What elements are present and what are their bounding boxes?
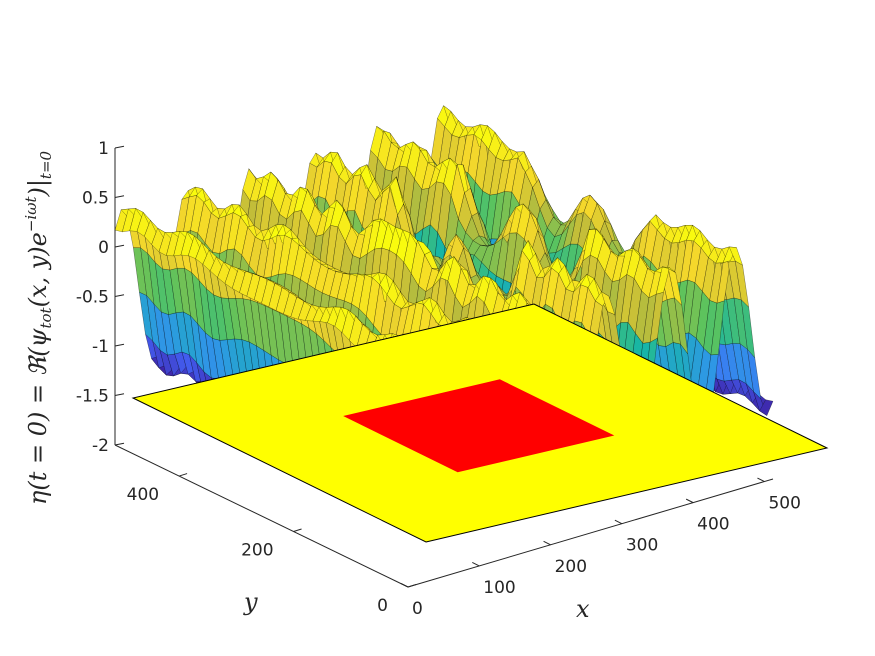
x-tick-label: 300 — [626, 536, 658, 556]
y-tick-label: 400 — [127, 485, 159, 505]
x-tick — [685, 498, 694, 504]
z-tick — [114, 442, 125, 446]
z-tick-label: -0.5 — [76, 288, 109, 308]
z-tick-label: -1.5 — [76, 387, 109, 407]
x-tick-label: 100 — [483, 578, 515, 598]
z-tick — [114, 294, 125, 297]
axes: 1 0.5 0 -0.5 -1 -1.5 -2 0 200 400 0 100 200 300 400 500 — [76, 139, 801, 619]
z-tick — [114, 393, 125, 396]
z-tick-label: 0.5 — [82, 189, 109, 209]
y-axis-line — [114, 444, 409, 588]
z-tick-label: 0 — [98, 238, 109, 258]
z-tick — [114, 145, 125, 149]
z-tick-label: 1 — [98, 139, 109, 159]
x-axis-label: x — [576, 595, 590, 623]
z-tick-label: -2 — [92, 436, 109, 456]
y-tick — [293, 528, 302, 533]
floor-map — [131, 303, 829, 543]
y-tick-label: 200 — [241, 541, 273, 561]
x-tick-label: 200 — [555, 557, 587, 577]
z-tick — [114, 244, 125, 248]
y-axis-label: y — [243, 588, 258, 616]
x-tick — [543, 540, 551, 546]
surface-patch — [759, 399, 774, 416]
z-tick — [114, 195, 125, 198]
x-tick-label: 500 — [768, 494, 800, 514]
x-tick — [614, 519, 623, 525]
x-tick — [400, 583, 409, 588]
z-axis-label: η(t = 0) = ℜ(ψtot(x, y)e−iωt)|t=0 — [22, 150, 55, 505]
x-tick-label: 400 — [697, 515, 729, 535]
surface-patch — [728, 246, 743, 266]
y-tick — [178, 473, 188, 477]
x-axis-line — [407, 478, 774, 588]
y-tick-label: 0 — [377, 596, 388, 616]
surface-patch — [601, 291, 616, 315]
x-tick — [757, 477, 765, 482]
z-tick — [114, 343, 125, 347]
x-tick — [472, 561, 480, 567]
obstacle — [343, 379, 615, 473]
z-tick-label: -1 — [92, 337, 109, 357]
x-tick-label: 0 — [412, 599, 423, 619]
surface-patch — [668, 268, 683, 306]
